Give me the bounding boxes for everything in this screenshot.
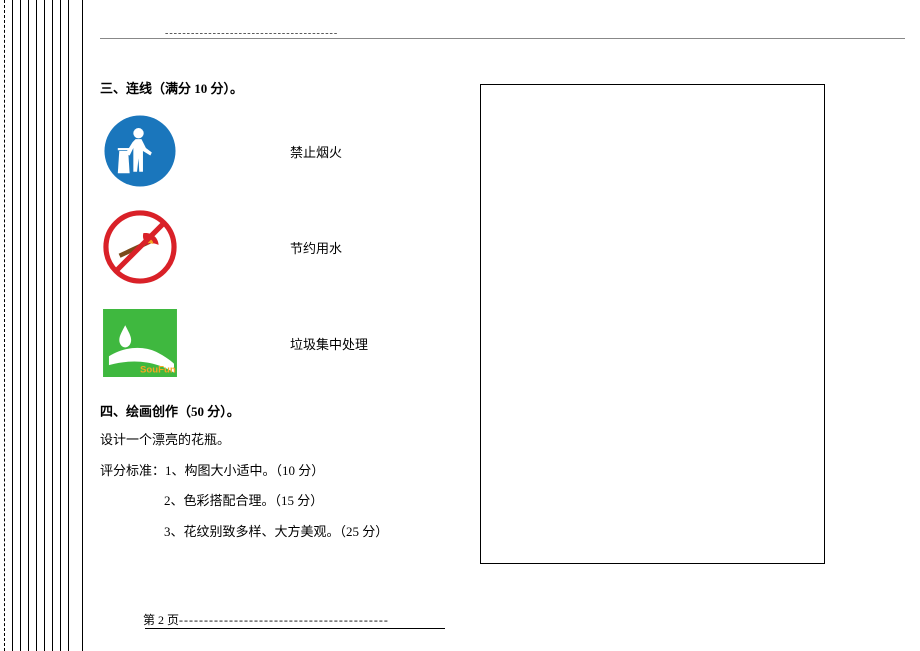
page-footer: 第 2 页-----------------------------------… [145,611,445,629]
footer-page-number: 第 2 页 [143,611,179,628]
section4-title: 四、绘画创作（50 分）。 [100,401,470,420]
match-row-1: 禁止烟火 [100,111,470,191]
top-horizontal-rule [100,38,905,39]
section4: 四、绘画创作（50 分）。 设计一个漂亮的花瓶。 评分标准：1、构图大小适中。（… [100,401,470,545]
content-left-column: 三、连线（满分 10 分）。 禁止烟火 [100,78,470,551]
match-label-2: 节约用水 [290,238,342,257]
match-row-2: 节约用水 [100,207,470,287]
trash-bin-icon [100,111,180,191]
criteria-line-2: 2、色彩搭配合理。（15 分） [100,489,470,514]
criteria-line-1: 评分标准：1、构图大小适中。（10 分） [100,459,470,484]
match-label-3: 垃圾集中处理 [290,334,368,353]
binding-lines [0,0,85,651]
section4-prompt: 设计一个漂亮的花瓶。 [100,428,470,453]
criteria-line-3: 3、花纹别致多样、大方美观。（25 分） [100,520,470,545]
match-label-1: 禁止烟火 [290,142,342,161]
water-eco-icon: SouFun [100,303,180,383]
section3-title: 三、连线（满分 10 分）。 [100,78,470,97]
svg-text:SouFun: SouFun [140,365,176,376]
drawing-answer-box [480,84,825,564]
match-row-3: SouFun 垃圾集中处理 [100,303,470,383]
footer-dashes: ----------------------------------------… [179,613,389,627]
no-fire-icon [100,207,180,287]
